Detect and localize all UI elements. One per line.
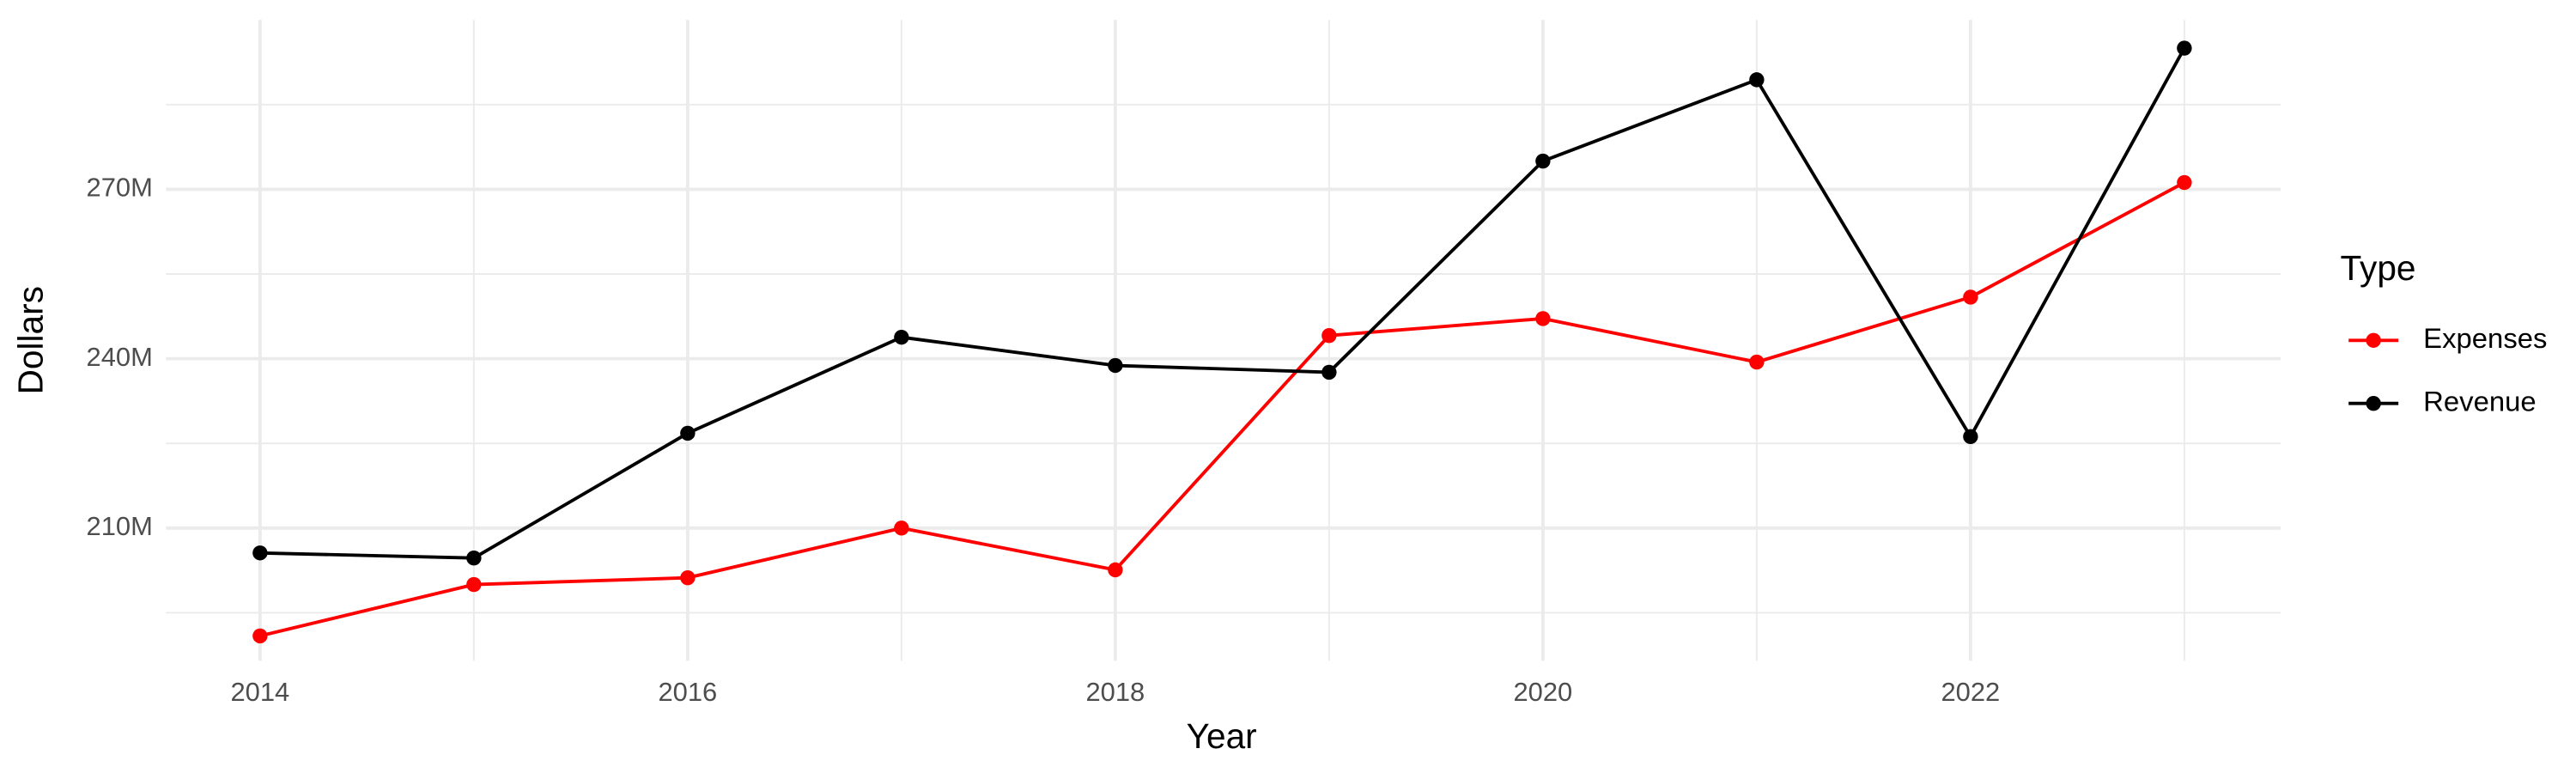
data-point bbox=[1963, 289, 1978, 305]
x-axis-title: Year bbox=[1187, 716, 1257, 756]
x-tick-label: 2018 bbox=[1085, 677, 1145, 707]
legend-title: Type bbox=[2341, 248, 2416, 288]
data-point bbox=[2177, 40, 2192, 56]
legend-label: Expenses bbox=[2423, 322, 2547, 354]
x-tick-label: 2022 bbox=[1941, 677, 2000, 707]
data-point bbox=[1535, 311, 1551, 326]
series-line bbox=[259, 180, 2185, 638]
x-tick-label: 2020 bbox=[1513, 677, 1572, 707]
data-point bbox=[2177, 174, 2192, 191]
data-point bbox=[1963, 429, 1978, 445]
data-point bbox=[1321, 364, 1337, 380]
data-point bbox=[894, 329, 909, 345]
data-point bbox=[466, 550, 482, 566]
x-tick-label: 2016 bbox=[658, 677, 717, 707]
data-point bbox=[680, 425, 696, 441]
data-point bbox=[1749, 354, 1765, 370]
data-point bbox=[1535, 153, 1551, 169]
legend-label: Revenue bbox=[2423, 385, 2537, 417]
data-point bbox=[894, 520, 909, 536]
data-point bbox=[680, 569, 696, 586]
y-tick-label: 270M bbox=[87, 173, 153, 203]
series-line bbox=[259, 47, 2186, 560]
data-point bbox=[1321, 327, 1337, 344]
legend-marker bbox=[2366, 332, 2381, 348]
y-axis-title: Dollars bbox=[10, 286, 50, 394]
data-point bbox=[252, 628, 268, 644]
x-tick-label: 2014 bbox=[230, 677, 289, 707]
data-point bbox=[1108, 562, 1123, 578]
data-point bbox=[1108, 357, 1123, 374]
y-tick-label: 210M bbox=[87, 511, 153, 541]
legend-marker bbox=[2366, 396, 2381, 411]
data-point bbox=[1749, 72, 1765, 88]
data-point bbox=[466, 576, 482, 593]
data-point bbox=[252, 545, 268, 561]
y-tick-label: 240M bbox=[87, 342, 153, 372]
